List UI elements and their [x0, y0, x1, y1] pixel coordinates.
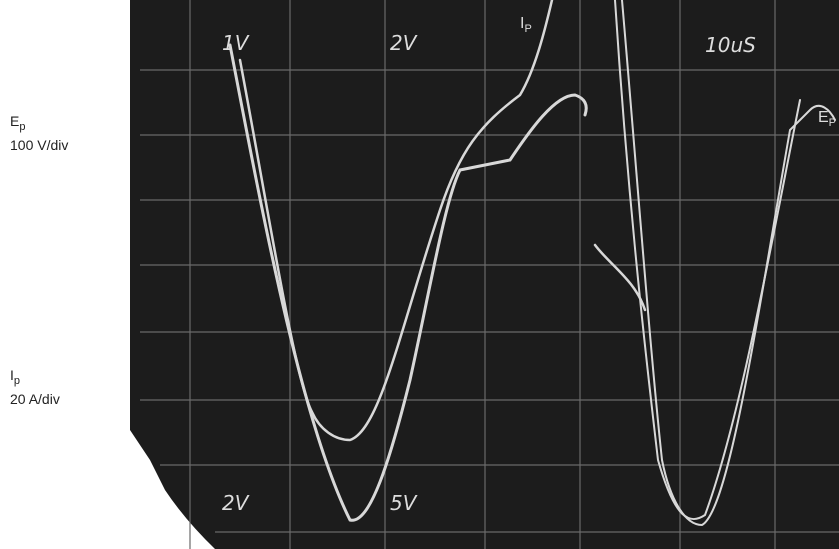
screen-label: 2V — [222, 491, 250, 515]
scope-screen: 1V 2V 10uS 2V 5V IP EP — [0, 0, 839, 549]
screen-label: 2V — [390, 31, 418, 55]
screen-label: 10uS — [705, 33, 756, 57]
screen-label: 1V — [222, 31, 250, 55]
screen-label: 5V — [390, 491, 418, 515]
trace-ip-subscript: P — [524, 23, 531, 35]
trace-ep-subscript: P — [829, 117, 836, 129]
page: Ep 100 V/div Ip 20 A/div 1V 2V 10uS 2V 5 — [0, 0, 839, 549]
trace-ep-symbol: E — [818, 109, 829, 126]
